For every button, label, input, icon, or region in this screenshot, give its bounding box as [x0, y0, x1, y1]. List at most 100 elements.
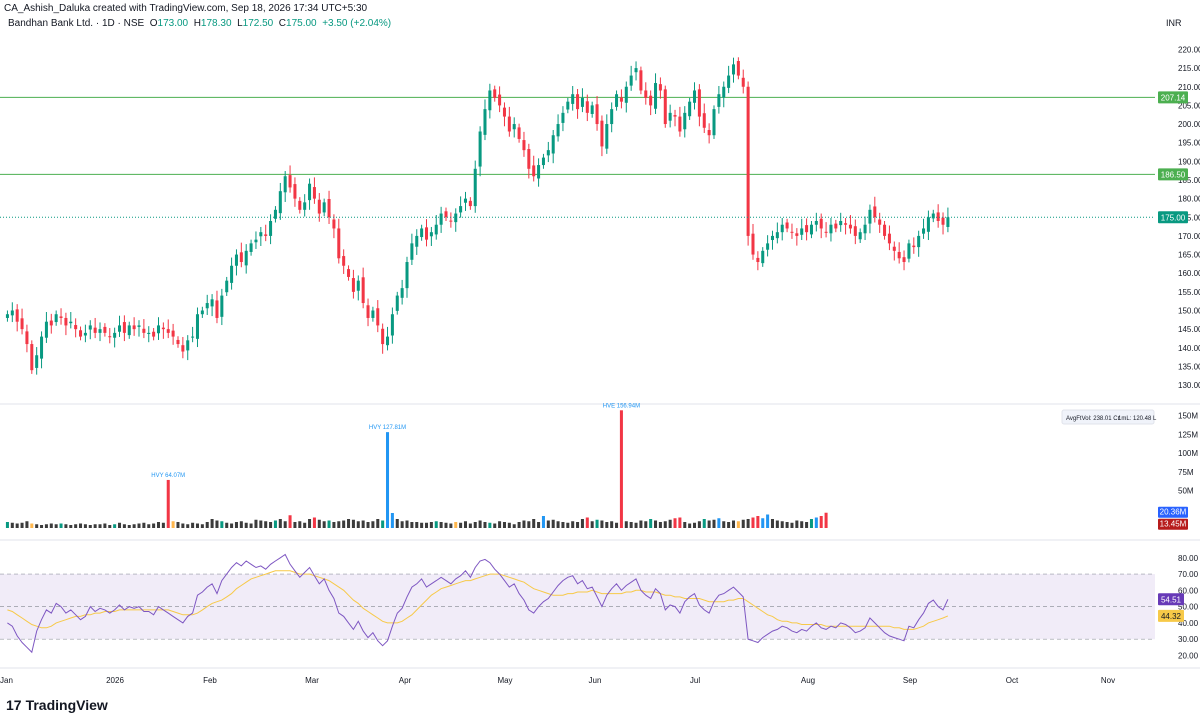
candle-body[interactable]: [654, 83, 658, 109]
candle-body[interactable]: [556, 124, 560, 137]
volume-bar[interactable]: [824, 512, 828, 528]
volume-bar[interactable]: [707, 520, 711, 529]
volume-bar[interactable]: [351, 519, 355, 528]
candle-body[interactable]: [926, 217, 930, 232]
candle-body[interactable]: [171, 330, 175, 337]
volume-bar[interactable]: [663, 521, 667, 528]
candle-body[interactable]: [712, 109, 716, 136]
candle-body[interactable]: [298, 200, 302, 210]
candle-body[interactable]: [415, 235, 419, 247]
volume-bar[interactable]: [342, 520, 346, 529]
volume-bar[interactable]: [15, 523, 19, 529]
volume-bar[interactable]: [98, 524, 102, 528]
volume-bar[interactable]: [717, 518, 721, 528]
volume-bar[interactable]: [249, 523, 253, 529]
candle-body[interactable]: [351, 278, 355, 292]
volume-bar[interactable]: [20, 522, 24, 528]
candle-body[interactable]: [137, 325, 141, 327]
candle-body[interactable]: [264, 234, 268, 236]
volume-bar[interactable]: [814, 517, 818, 529]
candle-body[interactable]: [376, 308, 380, 326]
volume-bar[interactable]: [5, 522, 9, 528]
candle-body[interactable]: [449, 220, 453, 222]
volume-bar[interactable]: [410, 522, 414, 528]
volume-bar[interactable]: [746, 519, 750, 528]
candle-body[interactable]: [883, 224, 887, 236]
candle-body[interactable]: [727, 75, 731, 88]
candle-body[interactable]: [532, 165, 536, 177]
volume-bar[interactable]: [634, 522, 638, 528]
volume-bar[interactable]: [566, 522, 570, 528]
candle-body[interactable]: [459, 206, 463, 213]
candle-body[interactable]: [693, 90, 697, 103]
volume-bar[interactable]: [152, 523, 156, 529]
candle-body[interactable]: [624, 86, 628, 103]
candle-body[interactable]: [878, 219, 882, 225]
candle-body[interactable]: [25, 331, 29, 345]
volume-bar[interactable]: [766, 514, 770, 529]
volume-bar[interactable]: [230, 523, 234, 529]
candle-body[interactable]: [49, 320, 53, 326]
volume-bar[interactable]: [386, 432, 390, 528]
volume-bar[interactable]: [527, 521, 531, 528]
candle-body[interactable]: [502, 107, 506, 117]
candle-body[interactable]: [59, 316, 63, 318]
volume-bar[interactable]: [361, 520, 365, 529]
volume-bar[interactable]: [420, 522, 424, 528]
volume-bar[interactable]: [780, 521, 784, 528]
candle-body[interactable]: [225, 280, 229, 293]
candle-body[interactable]: [868, 209, 872, 224]
candle-body[interactable]: [444, 211, 448, 218]
candle-body[interactable]: [673, 115, 677, 117]
volume-bar[interactable]: [79, 523, 83, 529]
candle-body[interactable]: [858, 232, 862, 240]
candle-body[interactable]: [79, 330, 83, 337]
volume-bar[interactable]: [186, 524, 190, 528]
volume-bar[interactable]: [517, 522, 521, 528]
volume-bar[interactable]: [429, 522, 433, 528]
candle-body[interactable]: [892, 246, 896, 251]
candle-body[interactable]: [347, 269, 351, 277]
candle-body[interactable]: [644, 90, 648, 98]
candle-body[interactable]: [181, 345, 185, 352]
volume-bar[interactable]: [580, 519, 584, 528]
volume-bar[interactable]: [171, 521, 175, 528]
candle-body[interactable]: [337, 228, 341, 259]
volume-bar[interactable]: [395, 519, 399, 528]
candle-body[interactable]: [649, 95, 653, 106]
candle-body[interactable]: [269, 221, 273, 236]
candle-body[interactable]: [166, 329, 170, 333]
volume-bar[interactable]: [463, 521, 467, 528]
candle-body[interactable]: [658, 84, 662, 91]
volume-bar[interactable]: [376, 519, 380, 528]
candle-body[interactable]: [887, 233, 891, 244]
candle-body[interactable]: [663, 89, 667, 125]
candle-body[interactable]: [551, 135, 555, 154]
volume-bar[interactable]: [658, 522, 662, 528]
candle-body[interactable]: [400, 288, 404, 298]
candle-body[interactable]: [156, 325, 161, 334]
candle-body[interactable]: [736, 61, 740, 76]
volume-bar[interactable]: [40, 525, 44, 528]
volume-bar[interactable]: [332, 522, 336, 528]
candle-body[interactable]: [278, 191, 282, 214]
volume-bar[interactable]: [108, 525, 112, 528]
volume-bar[interactable]: [532, 519, 536, 528]
volume-bar[interactable]: [269, 522, 273, 528]
candle-body[interactable]: [103, 326, 107, 333]
volume-bar[interactable]: [25, 521, 29, 528]
candle-body[interactable]: [230, 265, 234, 283]
candle-body[interactable]: [766, 243, 770, 250]
candle-body[interactable]: [249, 243, 253, 252]
volume-bar[interactable]: [654, 520, 658, 529]
volume-bar[interactable]: [181, 523, 185, 529]
candle-body[interactable]: [566, 101, 570, 110]
candle-body[interactable]: [98, 329, 102, 333]
candle-body[interactable]: [678, 116, 682, 132]
candle-body[interactable]: [5, 314, 9, 318]
currency-label[interactable]: INR: [1166, 18, 1182, 28]
volume-bar[interactable]: [312, 517, 316, 529]
volume-bar[interactable]: [697, 521, 701, 528]
volume-bar[interactable]: [644, 521, 648, 528]
